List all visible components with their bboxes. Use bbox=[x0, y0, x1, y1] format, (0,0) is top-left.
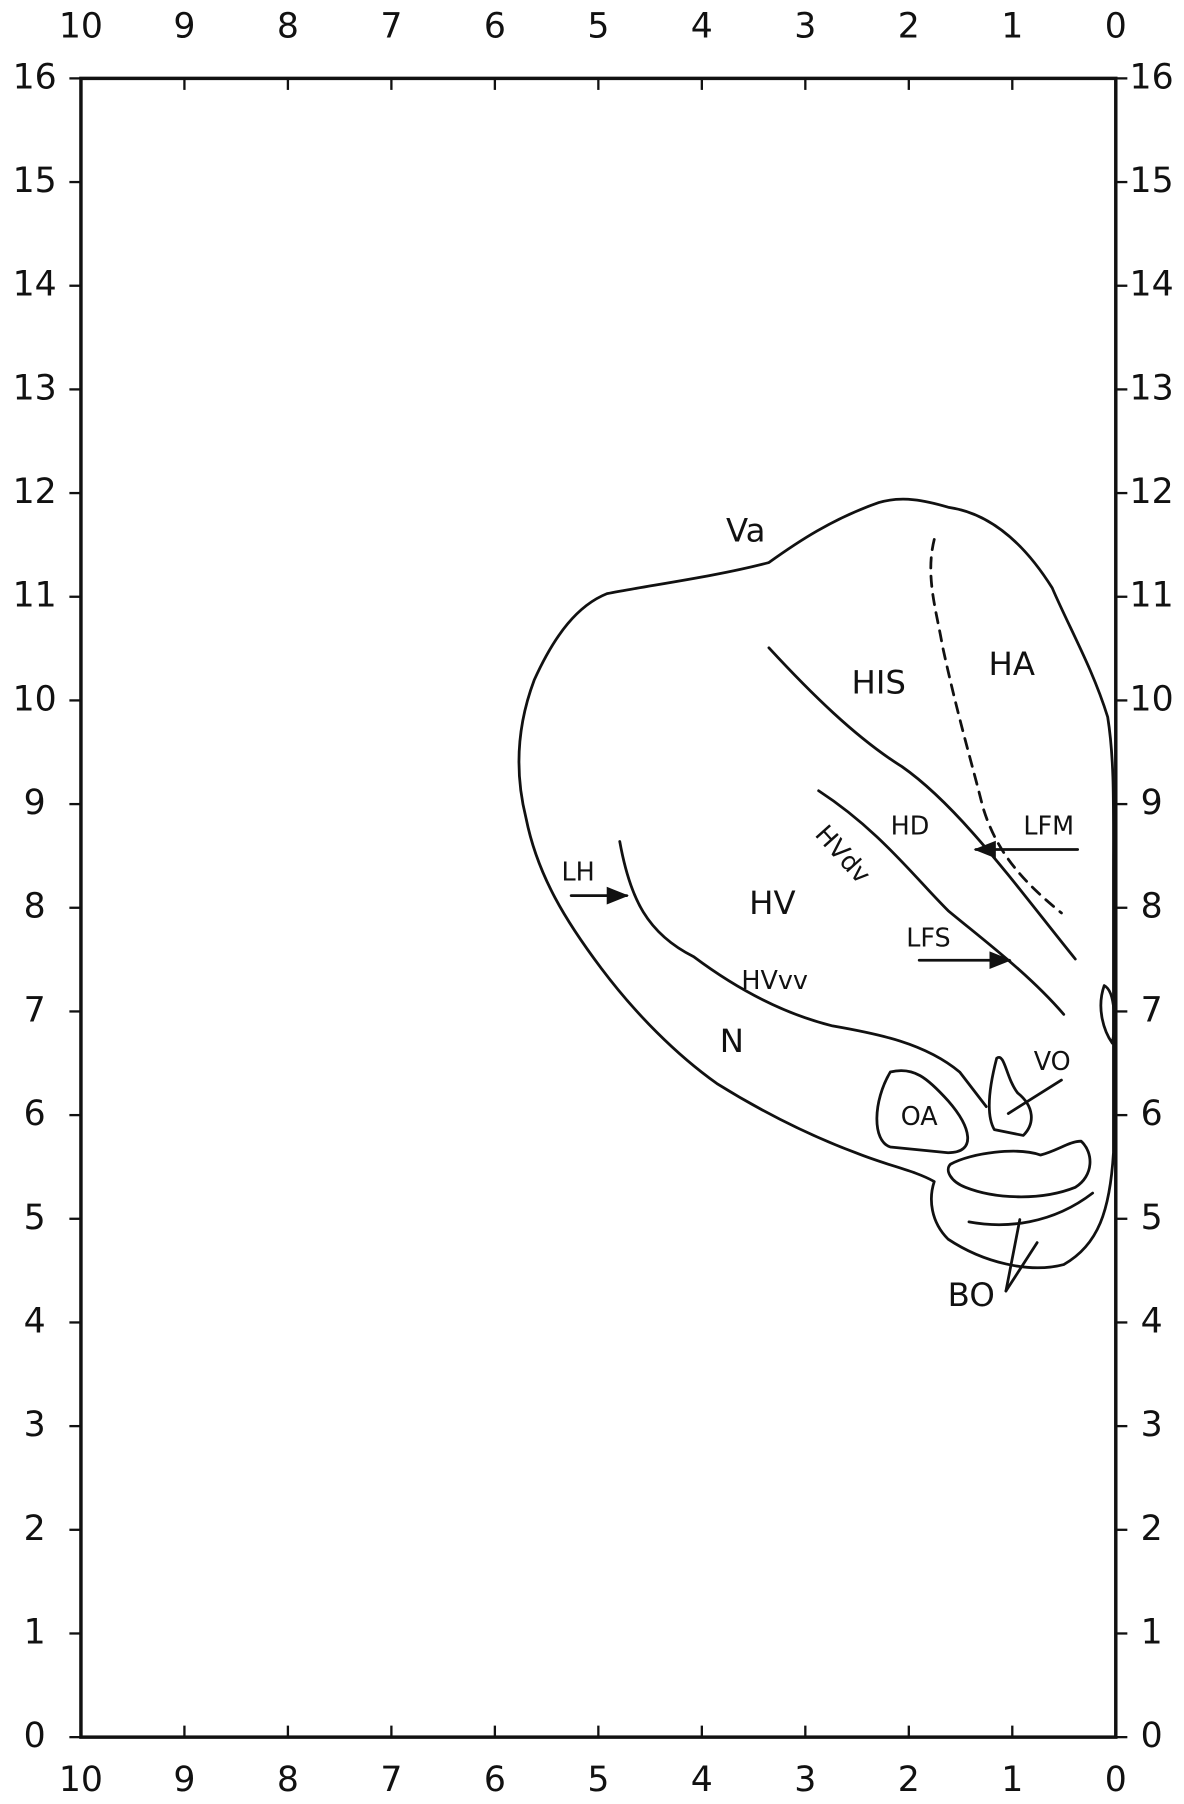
region-label: HV bbox=[749, 884, 795, 922]
x-tick-label: 5 bbox=[587, 1760, 609, 1800]
region-label: LFM bbox=[1023, 811, 1074, 841]
y-tick-label: 14 bbox=[1130, 265, 1174, 305]
y-tick-label: 15 bbox=[13, 161, 57, 201]
y-tick-label: 15 bbox=[1130, 161, 1174, 201]
x-tick-label: 1 bbox=[1001, 1760, 1023, 1800]
y-tick-label: 12 bbox=[13, 472, 57, 512]
region-label: HIS bbox=[852, 664, 906, 702]
frame bbox=[81, 78, 1116, 1737]
atlas-diagram: 1010998877665544332211001616151514141313… bbox=[0, 0, 1184, 1804]
y-tick-label: 0 bbox=[24, 1716, 46, 1756]
x-tick-label: 9 bbox=[173, 1760, 195, 1800]
x-tick-label: 4 bbox=[691, 7, 713, 47]
y-tick-label: 3 bbox=[1141, 1405, 1163, 1445]
y-tick-label: 10 bbox=[13, 679, 57, 719]
region-label: HD bbox=[891, 811, 930, 841]
y-tick-label: 0 bbox=[1141, 1716, 1163, 1756]
x-tick-label: 6 bbox=[484, 7, 506, 47]
x-tick-label: 1 bbox=[1001, 7, 1023, 47]
x-tick-label: 5 bbox=[587, 7, 609, 47]
x-tick-label: 7 bbox=[380, 1760, 402, 1800]
y-tick-label: 8 bbox=[24, 887, 46, 927]
y-tick-label: 2 bbox=[1141, 1509, 1163, 1549]
y-tick-label: 12 bbox=[1130, 472, 1174, 512]
region-label: N bbox=[720, 1022, 744, 1060]
y-tick-label: 6 bbox=[1141, 1094, 1163, 1134]
y-tick-label: 13 bbox=[13, 368, 57, 408]
x-tick-label: 9 bbox=[173, 7, 195, 47]
y-tick-label: 7 bbox=[1141, 990, 1163, 1030]
x-tick-label: 6 bbox=[484, 1760, 506, 1800]
y-tick-label: 9 bbox=[24, 783, 46, 823]
x-tick-label: 10 bbox=[59, 1760, 103, 1800]
y-tick-label: 16 bbox=[13, 57, 57, 97]
x-tick-label: 2 bbox=[898, 1760, 920, 1800]
region-label: OA bbox=[901, 1101, 939, 1131]
section-outline bbox=[519, 499, 1114, 1291]
y-tick-label: 10 bbox=[1130, 679, 1174, 719]
region-label: BO bbox=[948, 1276, 995, 1314]
x-tick-label: 8 bbox=[277, 1760, 299, 1800]
y-tick-label: 7 bbox=[24, 990, 46, 1030]
y-tick-label: 1 bbox=[1141, 1613, 1163, 1653]
region-label: Va bbox=[726, 512, 765, 550]
y-tick-label: 2 bbox=[24, 1509, 46, 1549]
y-tick-label: 5 bbox=[24, 1198, 46, 1238]
y-tick-label: 8 bbox=[1141, 887, 1163, 927]
y-tick-label: 6 bbox=[24, 1094, 46, 1134]
y-tick-label: 11 bbox=[13, 576, 57, 616]
y-tick-label: 11 bbox=[1130, 576, 1174, 616]
y-tick-label: 1 bbox=[24, 1613, 46, 1653]
region-label: LH bbox=[561, 857, 594, 887]
region-label: VO bbox=[1034, 1046, 1071, 1076]
y-tick-label: 4 bbox=[1141, 1301, 1163, 1341]
region-label: HA bbox=[988, 645, 1034, 683]
y-tick-label: 5 bbox=[1141, 1198, 1163, 1238]
y-tick-label: 4 bbox=[24, 1301, 46, 1341]
region-label: LFS bbox=[906, 922, 950, 952]
x-tick-label: 7 bbox=[380, 7, 402, 47]
y-tick-label: 3 bbox=[24, 1405, 46, 1445]
x-tick-label: 4 bbox=[691, 1760, 713, 1800]
x-tick-label: 8 bbox=[277, 7, 299, 47]
y-tick-label: 13 bbox=[1130, 368, 1174, 408]
x-tick-label: 3 bbox=[794, 7, 816, 47]
x-tick-label: 0 bbox=[1105, 1760, 1127, 1800]
y-tick-label: 14 bbox=[13, 265, 57, 305]
y-tick-label: 16 bbox=[1130, 57, 1174, 97]
page: {"x_axis": {"ticks": [10, 9, 8, 7, 6, 5,… bbox=[0, 0, 1184, 1804]
y-tick-label: 9 bbox=[1141, 783, 1163, 823]
region-label: HVvv bbox=[741, 965, 808, 995]
x-tick-label: 3 bbox=[794, 1760, 816, 1800]
x-tick-label: 0 bbox=[1105, 7, 1127, 47]
x-tick-label: 2 bbox=[898, 7, 920, 47]
x-tick-label: 10 bbox=[59, 7, 103, 47]
